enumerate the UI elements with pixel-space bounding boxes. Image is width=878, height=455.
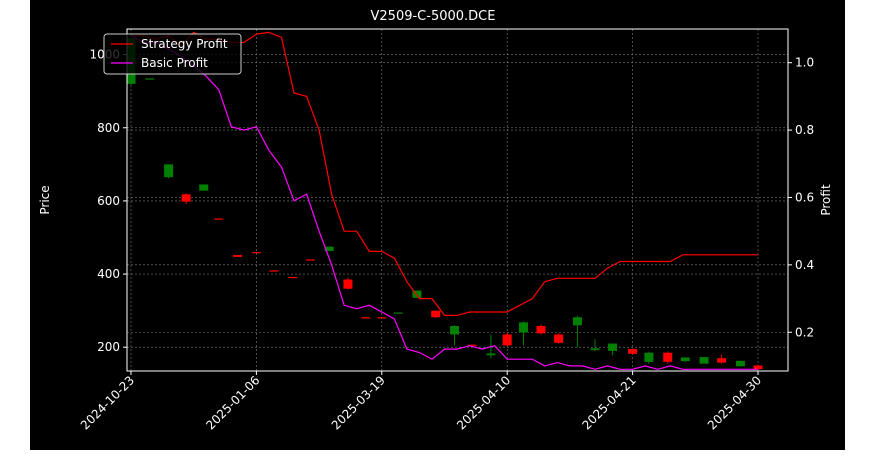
candle-body-6 (214, 218, 224, 220)
candle-body-24 (536, 326, 546, 334)
axes: 20040060080010000.20.40.60.81.02024-10-2… (78, 48, 814, 433)
y-right-tick-label-4: 1.0 (795, 56, 814, 70)
y-axis-left-label: Price (38, 185, 52, 214)
x-tick-label-2: 2025-03-19 (329, 373, 388, 432)
candle-body-19 (450, 326, 460, 335)
candle-body-9 (269, 270, 279, 272)
candle-body-13 (343, 279, 353, 289)
grid-lines (127, 29, 788, 371)
chart-figure: V2509-C-5000.DCE 20040060080010000.20.40… (30, 0, 845, 450)
candle-body-25 (554, 334, 564, 343)
candle-body-18 (431, 310, 441, 318)
y-left-tick-label-1: 400 (97, 267, 120, 281)
candle-body-31 (663, 352, 673, 362)
chart-svg: V2509-C-5000.DCE 20040060080010000.20.40… (38, 9, 833, 433)
candle-body-7 (233, 255, 243, 257)
x-tick-label-1: 2025-01-06 (203, 373, 262, 432)
candle-body-23 (519, 322, 529, 333)
x-tick-label-3: 2025-04-10 (454, 373, 513, 432)
candle-body-21 (486, 353, 496, 356)
y-right-tick-label-1: 0.4 (795, 258, 814, 272)
x-tick-label-0: 2024-10-23 (78, 373, 137, 432)
legend-label-strategy: Strategy Profit (141, 37, 228, 51)
candle-body-33 (699, 357, 709, 364)
candle-body-5 (199, 184, 209, 191)
candle-body-32 (680, 357, 690, 362)
candle-body-3 (164, 164, 174, 178)
legend: Strategy Profit Basic Profit (103, 33, 242, 75)
candle-body-14 (360, 317, 370, 319)
x-tick-label-4: 2025-04-21 (580, 373, 639, 432)
candle-body-8 (251, 252, 261, 254)
series-line-0 (131, 31, 758, 316)
plot-frame (126, 28, 789, 372)
y-left-tick-label-3: 800 (97, 121, 120, 135)
candle-body-10 (288, 276, 298, 279)
x-tick-label-5: 2025-04-30 (705, 373, 764, 432)
candle-body-35 (735, 360, 745, 367)
candle-body-36 (753, 365, 763, 370)
candle-body-16 (393, 312, 403, 314)
candle-body-27 (590, 348, 600, 351)
y-right-tick-label-0: 0.2 (795, 325, 814, 339)
candle-body-11 (305, 259, 315, 261)
candle-body-12 (324, 246, 334, 252)
y-right-tick-label-3: 0.8 (795, 123, 814, 137)
candle-body-17 (412, 290, 422, 298)
candle-body-20 (467, 344, 477, 346)
y-left-tick-label-0: 200 (97, 340, 120, 354)
candle-body-30 (644, 352, 654, 362)
candle-body-1 (145, 78, 155, 80)
series-line-1 (130, 35, 758, 370)
candles (126, 36, 763, 370)
candle-body-4 (181, 194, 191, 202)
candle-body-28 (608, 343, 618, 351)
candle-body-26 (572, 317, 582, 326)
y-right-tick-label-2: 0.6 (795, 190, 814, 204)
candle-body-22 (502, 334, 512, 346)
y-axis-right-label: Profit (819, 184, 833, 216)
chart-title: V2509-C-5000.DCE (371, 9, 496, 24)
y-left-tick-label-2: 600 (97, 194, 120, 208)
candle-body-29 (628, 349, 638, 354)
legend-label-basic: Basic Profit (141, 56, 208, 70)
legend-box (103, 33, 242, 75)
candle-body-34 (717, 358, 727, 363)
candle-body-15 (377, 317, 387, 319)
